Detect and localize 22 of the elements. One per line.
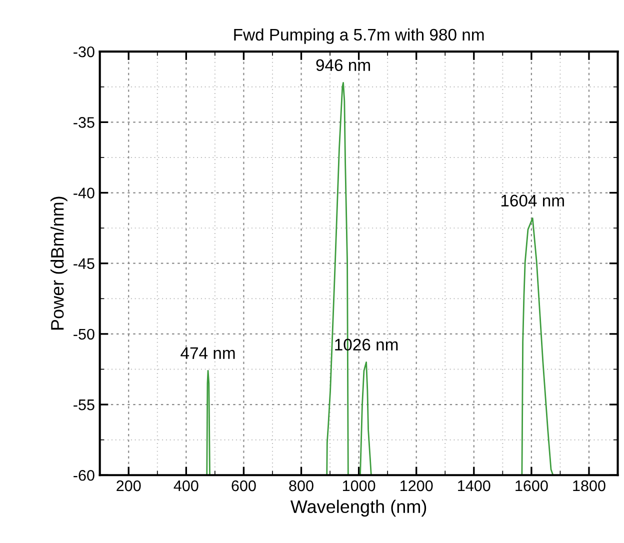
x-tick-label: 1400: [458, 480, 490, 492]
annotation: 474 nm: [180, 347, 235, 359]
y-tick-label: -35: [74, 117, 94, 128]
y-tick-label: -60: [74, 470, 94, 481]
y-tick-label: -30: [74, 46, 94, 58]
annotation: 1604 nm: [501, 194, 564, 207]
y-tick-label: -50: [74, 328, 94, 340]
x-tick-label: 400: [174, 480, 198, 492]
y-tick-label: -40: [74, 188, 94, 198]
x-tick-label: 800: [289, 480, 314, 492]
x-tick-label: 1800: [573, 480, 606, 492]
x-tick-label: 200: [116, 480, 141, 492]
x-tick-label: 1000: [342, 480, 376, 492]
annotation: 946 nm: [316, 59, 370, 72]
y-axis-title: Power (dBm/nm): [50, 196, 68, 330]
x-tick-label: 1600: [516, 480, 548, 492]
x-axis-title: Wavelength (nm): [290, 500, 426, 517]
x-tick-label: 1200: [400, 480, 433, 492]
chart-title: Fwd Pumping a 5.7m with 980 nm: [234, 28, 484, 44]
y-tick-label: -45: [74, 258, 94, 270]
x-tick-label: 600: [232, 480, 256, 492]
y-tick-label: -55: [74, 400, 94, 410]
